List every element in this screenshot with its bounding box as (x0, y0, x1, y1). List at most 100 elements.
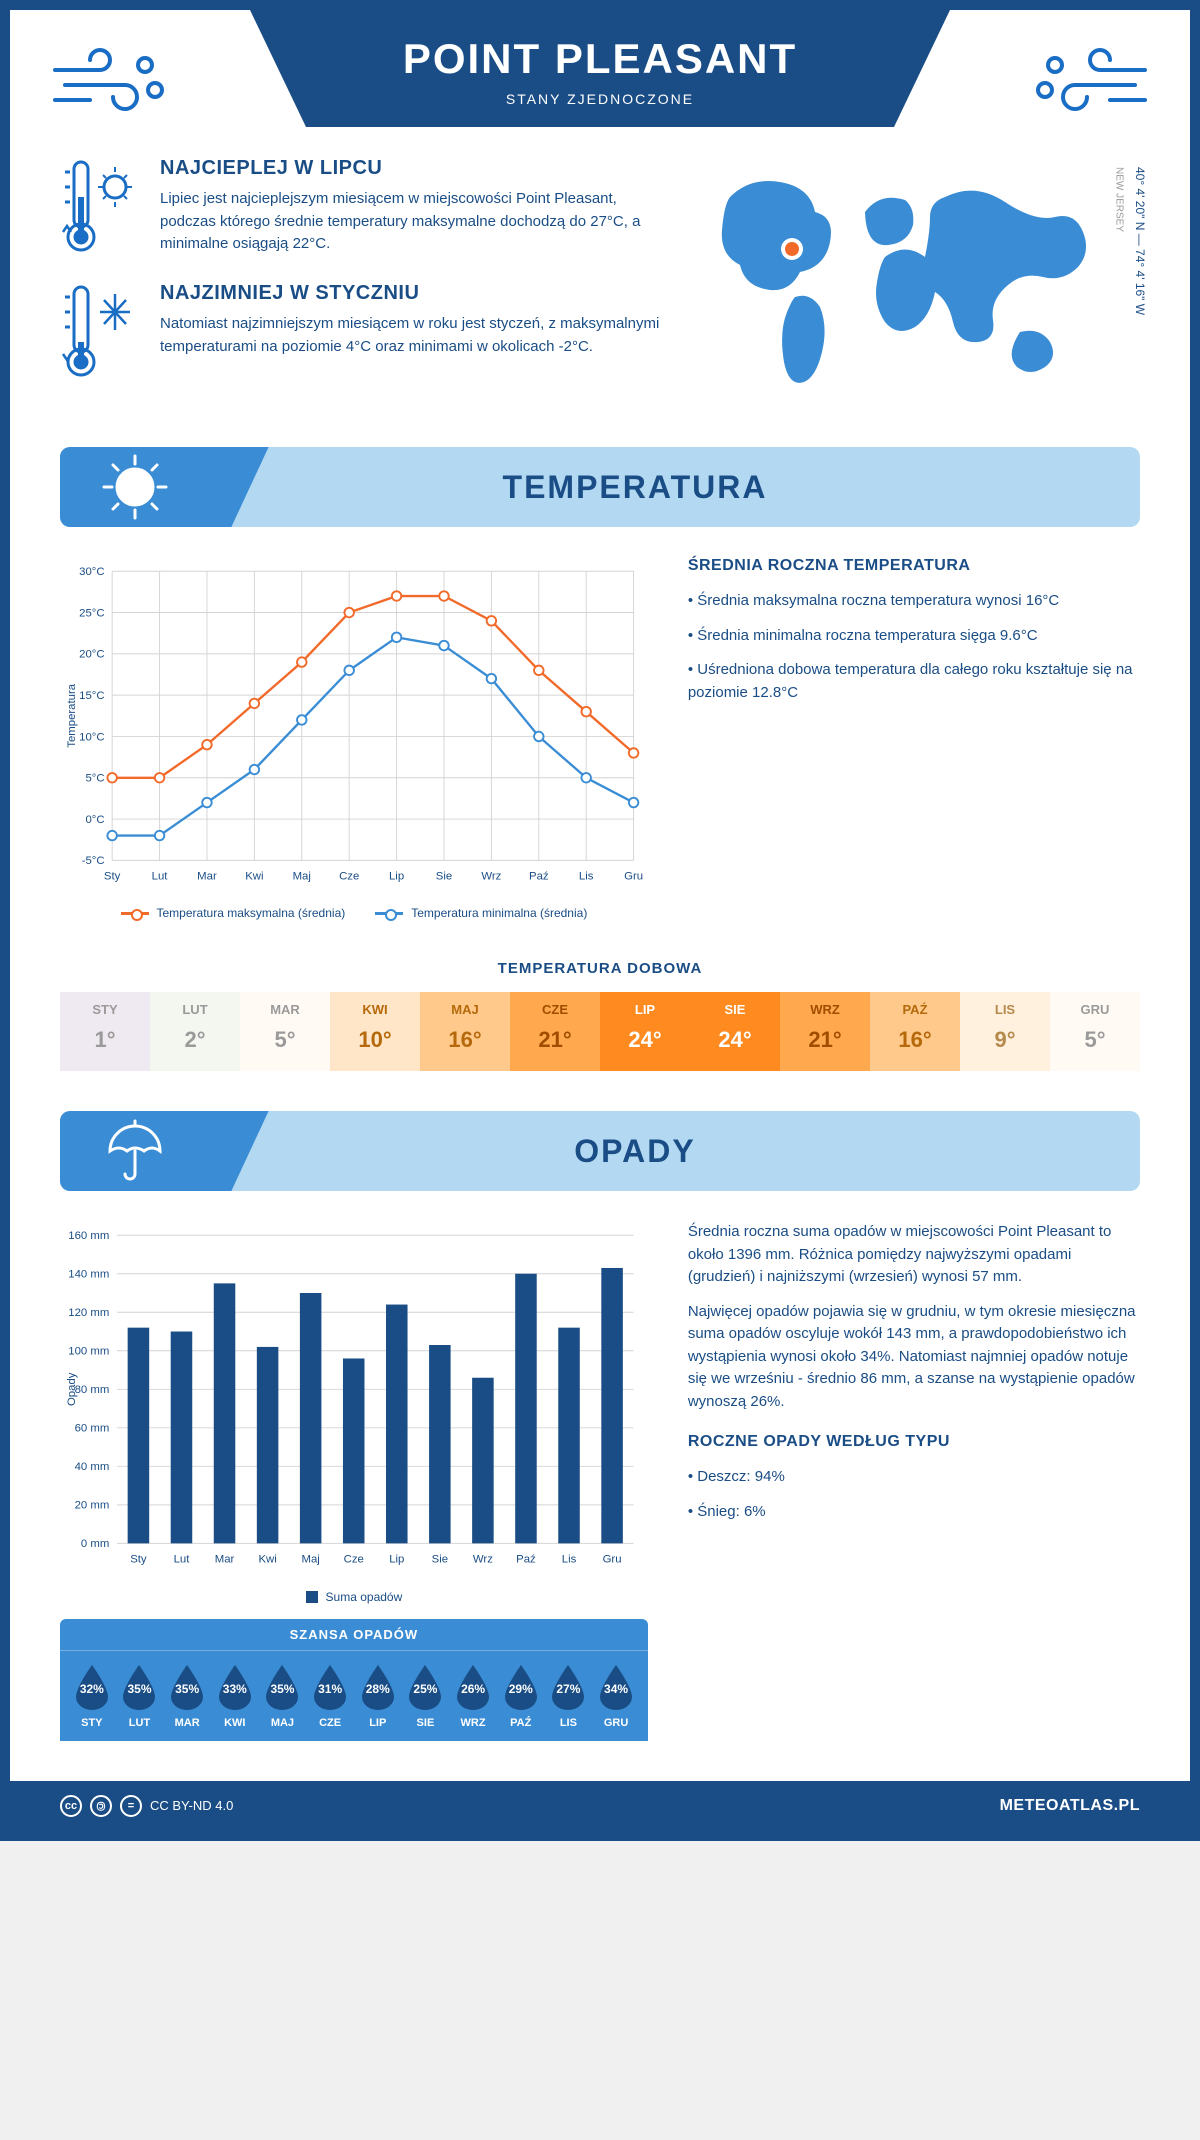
daily-temp-cell: KWI10° (330, 992, 420, 1071)
chance-cell: 31% CZE (306, 1663, 354, 1729)
temperature-section-header: TEMPERATURA (60, 447, 1140, 527)
svg-text:20 mm: 20 mm (75, 1500, 110, 1512)
brand: METEOATLAS.PL (1000, 1797, 1140, 1815)
chance-cell: 32% STY (68, 1663, 116, 1729)
license-text: CC BY-ND 4.0 (150, 1798, 233, 1813)
umbrella-icon (100, 1116, 170, 1186)
svg-text:Lis: Lis (562, 1554, 577, 1566)
svg-text:Sie: Sie (436, 870, 452, 882)
temp-bullet: • Uśredniona dobowa temperatura dla całe… (688, 659, 1140, 704)
coldest-title: NAJZIMNIEJ W STYCZNIU (160, 282, 660, 305)
chance-cell: 28% LIP (354, 1663, 402, 1729)
coldest-text: Natomiast najzimniejszym miesiącem w rok… (160, 313, 660, 358)
daily-temp-cell: PAŹ16° (870, 992, 960, 1071)
temp-bullet: • Średnia minimalna roczna temperatura s… (688, 625, 1140, 648)
svg-text:20°C: 20°C (79, 649, 104, 661)
chance-cell: 33% KWI (211, 1663, 259, 1729)
coordinates: 40° 4' 20" N — 74° 4' 16" W NEW JERSEY (1107, 167, 1150, 315)
svg-text:140 mm: 140 mm (68, 1269, 109, 1281)
svg-text:Maj: Maj (302, 1554, 320, 1566)
svg-text:Opady: Opady (66, 1373, 78, 1407)
map-column: 40° 4' 20" N — 74° 4' 16" W NEW JERSEY (700, 157, 1140, 407)
thermometer-hot-icon (60, 157, 140, 257)
temperature-line-chart: -5°C0°C5°C10°C15°C20°C25°C30°CStyLutMarK… (60, 557, 648, 898)
svg-text:Lut: Lut (174, 1554, 191, 1566)
nd-icon: = (120, 1795, 142, 1817)
svg-text:Gru: Gru (624, 870, 643, 882)
svg-text:100 mm: 100 mm (68, 1346, 109, 1358)
daily-temp-cell: STY1° (60, 992, 150, 1071)
daily-temp-cell: LUT2° (150, 992, 240, 1071)
hottest-title: NAJCIEPLEJ W LIPCU (160, 157, 660, 180)
daily-temp-cell: MAR5° (240, 992, 330, 1071)
svg-text:-5°C: -5°C (82, 855, 105, 867)
precip-type-bullet: • Deszcz: 94% (688, 1466, 1140, 1489)
license: cc 🄯 = CC BY-ND 4.0 (60, 1795, 233, 1817)
svg-text:25°C: 25°C (79, 607, 104, 619)
daily-temp-cell: SIE24° (690, 992, 780, 1071)
coldest-block: NAJZIMNIEJ W STYCZNIU Natomiast najzimni… (60, 282, 660, 382)
svg-text:0°C: 0°C (85, 814, 104, 826)
svg-text:30°C: 30°C (79, 566, 104, 578)
svg-text:Wrz: Wrz (473, 1554, 493, 1566)
daily-temp-cell: WRZ21° (780, 992, 870, 1071)
chance-cell: 27% LIS (545, 1663, 593, 1729)
precip-chart-legend: Suma opadów (60, 1590, 648, 1604)
temperature-title: TEMPERATURA (210, 469, 1140, 506)
svg-text:120 mm: 120 mm (68, 1307, 109, 1319)
daily-temp-cell: MAJ16° (420, 992, 510, 1071)
precip-type-bullet: • Śnieg: 6% (688, 1501, 1140, 1524)
svg-text:Cze: Cze (339, 870, 359, 882)
svg-text:Maj: Maj (293, 870, 311, 882)
thermometer-cold-icon (60, 282, 140, 382)
daily-temp-cell: CZE21° (510, 992, 600, 1071)
precip-p2: Najwięcej opadów pojawia się w grudniu, … (688, 1301, 1140, 1414)
sun-icon (100, 452, 170, 522)
wind-icon (50, 40, 170, 120)
precipitation-summary: Średnia roczna suma opadów w miejscowośc… (688, 1221, 1140, 1740)
footer: cc 🄯 = CC BY-ND 4.0 METEOATLAS.PL (10, 1781, 1190, 1831)
chance-cell: 35% MAJ (259, 1663, 307, 1729)
svg-text:10°C: 10°C (79, 731, 104, 743)
svg-text:160 mm: 160 mm (68, 1230, 109, 1242)
chance-cell: 35% MAR (163, 1663, 211, 1729)
svg-text:Paź: Paź (516, 1554, 536, 1566)
temp-bullet: • Średnia maksymalna roczna temperatura … (688, 590, 1140, 613)
precipitation-title: OPADY (210, 1133, 1140, 1170)
chance-cell: 29% PAŹ (497, 1663, 545, 1729)
chance-cell: 26% WRZ (449, 1663, 497, 1729)
svg-text:Lip: Lip (389, 870, 404, 882)
cc-icon: cc (60, 1795, 82, 1817)
daily-temp-cell: LIP24° (600, 992, 690, 1071)
svg-text:Lis: Lis (579, 870, 594, 882)
svg-text:Lip: Lip (389, 1554, 404, 1566)
intro-row: NAJCIEPLEJ W LIPCU Lipiec jest najcieple… (60, 157, 1140, 407)
svg-text:Cze: Cze (344, 1554, 364, 1566)
temp-summary-title: ŚREDNIA ROCZNA TEMPERATURA (688, 557, 1140, 575)
coord-state: NEW JERSEY (1113, 167, 1124, 232)
svg-text:15°C: 15°C (79, 690, 104, 702)
daily-temp-title: TEMPERATURA DOBOWA (60, 960, 1140, 977)
svg-text:0 mm: 0 mm (81, 1538, 109, 1550)
svg-text:Wrz: Wrz (481, 870, 501, 882)
temperature-summary: ŚREDNIA ROCZNA TEMPERATURA • Średnia mak… (688, 557, 1140, 920)
svg-text:Paź: Paź (529, 870, 549, 882)
world-map-icon (700, 157, 1100, 397)
page-subtitle: STANY ZJEDNOCZONE (310, 91, 890, 107)
wind-icon (1030, 40, 1150, 120)
svg-text:5°C: 5°C (85, 773, 104, 785)
precipitation-bar-chart: 0 mm20 mm40 mm60 mm80 mm100 mm120 mm140 … (60, 1221, 648, 1581)
chance-cell: 25% SIE (402, 1663, 450, 1729)
temp-chart-legend: Temperatura maksymalna (średnia) Tempera… (60, 906, 648, 920)
svg-text:Sty: Sty (104, 870, 121, 882)
daily-temp-cell: GRU5° (1050, 992, 1140, 1071)
page: POINT PLEASANT STANY ZJEDNOCZONE NAJCIEP… (0, 0, 1200, 1841)
page-title: POINT PLEASANT (310, 35, 890, 83)
precipitation-section-header: OPADY (60, 1111, 1140, 1191)
coord-line: 40° 4' 20" N — 74° 4' 16" W (1133, 167, 1147, 315)
daily-temp-cell: LIS9° (960, 992, 1050, 1071)
daily-temperature-table: TEMPERATURA DOBOWA STY1°LUT2°MAR5°KWI10°… (60, 960, 1140, 1071)
svg-text:80 mm: 80 mm (75, 1384, 110, 1396)
svg-text:Kwi: Kwi (245, 870, 263, 882)
svg-text:Mar: Mar (215, 1554, 235, 1566)
